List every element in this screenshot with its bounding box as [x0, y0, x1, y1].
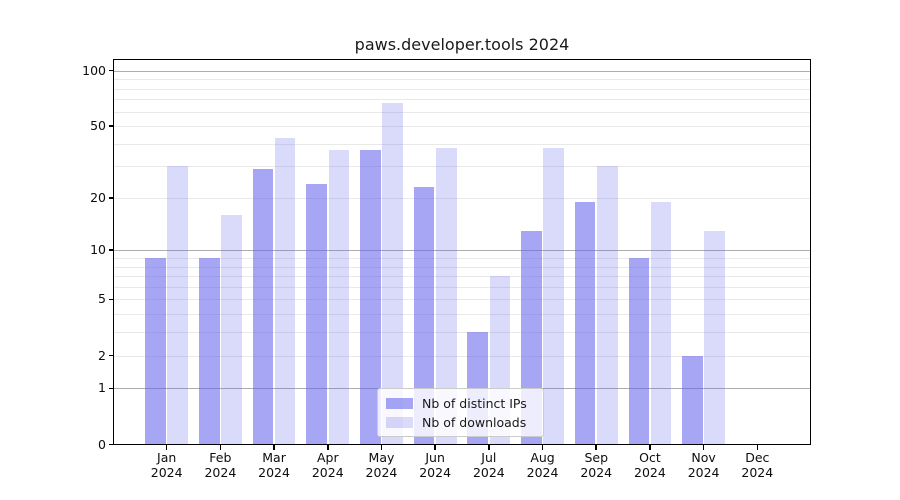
bar-distinct-ips-nov: [682, 355, 703, 445]
bar-downloads-sep: [597, 166, 618, 445]
y-tick-label: 2: [98, 347, 106, 363]
x-tick-mark: [434, 445, 436, 450]
legend-label-distinct-ips: Nb of distinct IPs: [422, 396, 527, 411]
y-tick-mark: [108, 125, 113, 127]
y-tick-label: 5: [98, 291, 106, 307]
x-tick-mark: [649, 445, 651, 450]
bar-downloads-apr: [328, 149, 350, 445]
legend-item-downloads: Nb of downloads: [386, 414, 535, 432]
gridline-minor: [114, 126, 810, 128]
y-tick-label: 100: [82, 62, 106, 78]
x-tick-label: Sep 2024: [580, 450, 613, 480]
legend-swatch-distinct-ips: [386, 398, 413, 409]
bar-distinct-ips-jun: [413, 187, 435, 445]
bar-downloads-jan: [167, 166, 189, 445]
x-tick-label: Oct 2024: [634, 450, 666, 480]
x-tick-mark: [702, 445, 705, 450]
gridline-minor: [114, 276, 810, 278]
bar-downloads-jun: [435, 147, 457, 445]
bar-distinct-ips-feb: [198, 258, 220, 445]
gridline-minor: [114, 111, 810, 113]
x-tick-label: Apr 2024: [311, 450, 344, 480]
x-tick-label: Mar 2024: [258, 450, 290, 480]
gridline-minor: [114, 197, 810, 199]
bar-downloads-oct: [650, 201, 672, 445]
gridline-minor: [114, 88, 810, 90]
x-tick-label: Nov 2024: [687, 450, 720, 480]
gridline-major: [114, 250, 810, 252]
y-tick-mark: [108, 69, 113, 72]
x-tick-label: May 2024: [365, 450, 398, 480]
x-tick-mark: [380, 445, 383, 450]
bar-downloads-feb: [221, 215, 242, 445]
gridline-minor: [114, 79, 810, 81]
x-tick-mark: [756, 445, 759, 450]
y-tick-label: 20: [90, 189, 106, 205]
x-tick-label: Jul 2024: [472, 450, 505, 480]
gridline-minor: [114, 266, 810, 268]
x-tick-label: Jun 2024: [419, 450, 452, 480]
gridline-minor: [114, 143, 810, 145]
bar-downloads-mar: [274, 137, 296, 445]
legend-label-downloads: Nb of downloads: [422, 415, 527, 430]
gridline-major: [114, 70, 810, 72]
y-tick-mark: [108, 298, 113, 301]
legend-swatch-downloads: [386, 417, 413, 428]
x-tick-mark: [219, 445, 222, 450]
bar-distinct-ips-oct: [628, 258, 650, 445]
gridline-minor: [114, 286, 810, 288]
x-tick-mark: [273, 445, 275, 450]
y-tick-label: 10: [90, 242, 106, 258]
x-tick-mark: [326, 445, 329, 450]
y-tick-mark: [108, 354, 113, 357]
bar-distinct-ips-mar: [252, 169, 274, 445]
bar-distinct-ips-may: [360, 149, 381, 445]
gridline-minor: [114, 314, 810, 316]
y-tick-label: 0: [98, 436, 106, 452]
gridline-minor: [114, 258, 810, 259]
bar-distinct-ips-sep: [574, 201, 596, 445]
y-tick-mark: [108, 443, 113, 446]
bar-distinct-ips-apr: [306, 183, 327, 445]
x-tick-mark: [165, 445, 168, 450]
x-tick-mark: [488, 445, 490, 450]
x-tick-label: Jan 2024: [150, 450, 183, 480]
bar-downloads-aug: [543, 147, 564, 445]
y-tick-label: 50: [90, 118, 106, 134]
bar-distinct-ips-jan: [145, 258, 166, 445]
bar-downloads-may: [382, 102, 403, 445]
x-tick-mark: [595, 445, 598, 450]
legend: Nb of distinct IPs Nb of downloads: [377, 388, 544, 437]
x-tick-label: Aug 2024: [526, 450, 559, 480]
chart-title: paws.developer.tools 2024: [354, 35, 570, 54]
gridline-minor: [114, 299, 810, 301]
gridline-minor: [114, 166, 810, 168]
x-tick-mark: [541, 445, 544, 450]
x-tick-label: Dec 2024: [741, 450, 774, 480]
bar-downloads-nov: [704, 230, 725, 445]
gridline-minor: [114, 332, 810, 334]
y-tick-mark: [108, 249, 113, 252]
x-tick-label: Feb 2024: [204, 450, 237, 480]
legend-item-distinct-ips: Nb of distinct IPs: [386, 395, 535, 413]
gridline-minor: [114, 355, 810, 357]
y-tick-mark: [108, 387, 113, 390]
y-tick-label: 1: [98, 380, 106, 396]
y-tick-mark: [108, 197, 113, 199]
gridline-minor: [114, 99, 810, 101]
